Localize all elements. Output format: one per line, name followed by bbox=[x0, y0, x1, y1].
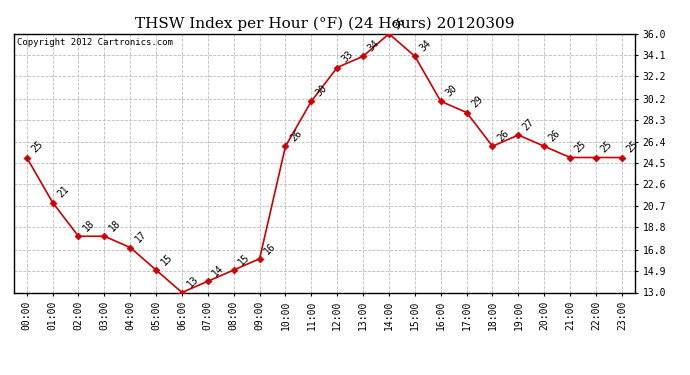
Text: 33: 33 bbox=[340, 50, 355, 65]
Text: 14: 14 bbox=[210, 263, 226, 279]
Text: 34: 34 bbox=[417, 38, 433, 54]
Text: 16: 16 bbox=[262, 241, 278, 256]
Text: 17: 17 bbox=[133, 230, 148, 245]
Text: 26: 26 bbox=[495, 128, 511, 144]
Text: 34: 34 bbox=[366, 38, 382, 54]
Text: 25: 25 bbox=[573, 140, 589, 155]
Title: THSW Index per Hour (°F) (24 Hours) 20120309: THSW Index per Hour (°F) (24 Hours) 2012… bbox=[135, 17, 514, 31]
Text: 27: 27 bbox=[521, 117, 537, 132]
Text: 25: 25 bbox=[624, 140, 640, 155]
Text: 15: 15 bbox=[159, 252, 175, 267]
Text: 36: 36 bbox=[392, 16, 407, 31]
Text: 30: 30 bbox=[444, 83, 459, 99]
Text: 18: 18 bbox=[107, 218, 123, 234]
Text: 26: 26 bbox=[288, 128, 304, 144]
Text: 25: 25 bbox=[599, 140, 614, 155]
Text: 15: 15 bbox=[237, 252, 252, 267]
Text: 30: 30 bbox=[314, 83, 330, 99]
Text: 21: 21 bbox=[55, 184, 71, 200]
Text: 25: 25 bbox=[30, 140, 45, 155]
Text: 29: 29 bbox=[469, 94, 485, 110]
Text: 26: 26 bbox=[547, 128, 562, 144]
Text: 18: 18 bbox=[81, 218, 97, 234]
Text: Copyright 2012 Cartronics.com: Copyright 2012 Cartronics.com bbox=[17, 38, 172, 46]
Text: 13: 13 bbox=[185, 274, 200, 290]
